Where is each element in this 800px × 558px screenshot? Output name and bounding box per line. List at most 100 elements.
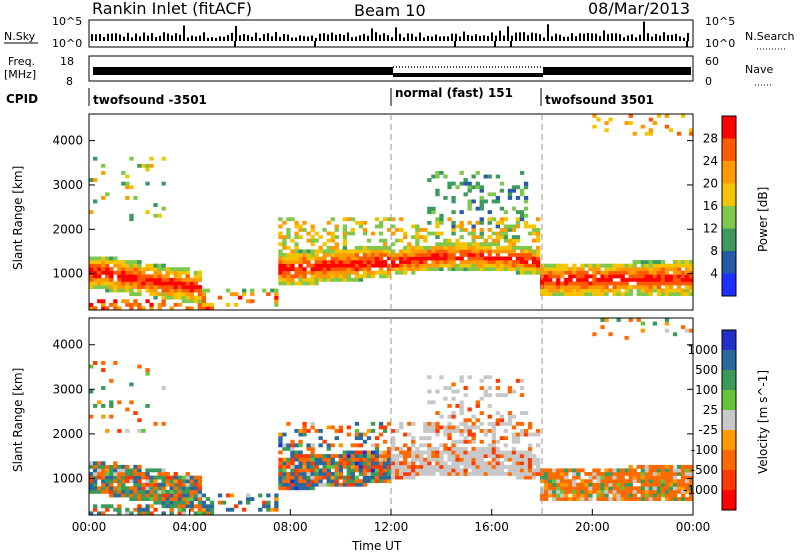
rti-cell [527,461,533,466]
rti-cell [197,482,203,487]
rti-cell [185,285,190,289]
rti-cell [137,475,142,480]
rti-cell [169,493,174,498]
rti-cell [113,461,118,466]
nsky-bar [467,35,469,41]
rti-cell [121,468,126,473]
rti-cell [684,292,690,297]
rti-cell [105,263,110,268]
rti-cell [177,482,182,487]
rti-cell [342,217,348,222]
colorbar-swatch [722,206,736,229]
rti-cell [137,306,142,311]
rti-cell [527,224,533,229]
rti-cell [548,475,553,480]
rti-cell [282,464,287,469]
rti-cell [415,464,420,469]
rti-cell [403,235,408,240]
rti-cell [153,267,158,272]
nsky-tick-hi-right: 10^5 [705,15,735,28]
rti-cell [374,450,380,455]
rti-cell [479,249,484,254]
rti-cell [105,504,110,509]
rti-cell [294,267,299,272]
rti-cell [620,479,625,484]
rti-cell [121,267,126,272]
rti-cell [157,274,162,279]
rti-cell [419,472,424,476]
rti-cell [463,461,468,466]
rti-cell [495,393,501,398]
rti-cell [286,486,291,491]
rti-cell [475,206,480,211]
rti-cell [471,260,476,264]
rti-cell [495,242,501,247]
rti-cell [169,285,174,289]
rti-cell [149,504,154,509]
rti-cell [121,479,126,484]
rti-cell [608,277,613,282]
rti-cell [515,472,521,476]
rti-cell [282,479,287,484]
rti-cell [680,489,686,494]
rti-cell [503,217,509,222]
rti-cell [439,468,444,473]
rti-cell [129,281,134,286]
rti-cell [286,475,291,480]
rti-cell [177,288,182,293]
rti-cell [576,274,581,279]
rti-cell [572,472,577,476]
rti-cell [439,267,444,272]
rti-cell [391,436,396,441]
nsky-bar [299,35,301,41]
rti-cell [399,267,404,272]
rti-cell [189,497,195,501]
rti-cell [282,461,287,466]
rti-cell [507,468,513,473]
rti-cell [560,274,565,279]
rti-cell [536,253,541,257]
rti-cell [298,443,303,448]
rti-cell [515,253,521,257]
nsky-bar [551,36,553,41]
rti-cell [596,288,601,293]
rti-cell [125,302,130,307]
rti-cell [129,400,134,405]
rti-cell [366,461,372,466]
rti-cell [302,432,307,437]
rti-cell [141,482,146,487]
rti-cell [511,461,517,466]
rti-cell [278,443,283,448]
nsky-bar [539,34,541,41]
rti-cell [407,263,412,268]
rti-cell [487,253,492,257]
rti-cell [636,288,641,293]
rti-cell [419,436,424,441]
rti-cell [370,468,376,473]
rti-cell [612,475,617,480]
rti-cell [346,479,352,484]
rti-cell [479,256,484,261]
rti-cell [455,472,460,476]
power-colorbar-label: Power [dB] [756,187,770,252]
nsky-bar [483,35,485,41]
rti-cell [129,292,134,297]
rti-cell [173,281,178,286]
rti-cell [596,263,601,268]
rti-cell [527,267,533,272]
colorbar-swatch [722,430,736,451]
rti-cell [624,288,629,293]
rti-cell [431,457,436,462]
rti-cell [382,260,388,264]
nsky-bar [583,33,585,41]
rti-cell [487,245,492,250]
rti-cell [552,493,557,498]
rti-cell [689,464,694,469]
rti-cell [680,270,686,275]
rti-cell [157,270,162,275]
rti-cell [572,270,577,275]
rti-cell [552,285,557,289]
rti-cell [660,482,666,487]
rti-cell [350,461,356,466]
